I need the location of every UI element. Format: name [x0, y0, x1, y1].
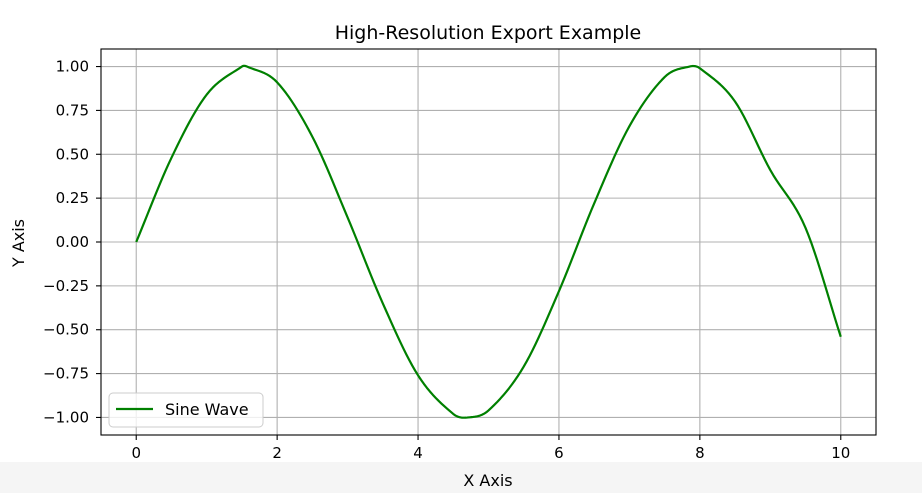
legend-label-sine-wave: Sine Wave [165, 400, 249, 419]
x-tick-label: 10 [831, 444, 850, 462]
x-tick-label: 4 [413, 444, 423, 462]
legend: Sine Wave [108, 392, 264, 428]
x-tick-label: 6 [554, 444, 564, 462]
x-tick-label: 0 [131, 444, 141, 462]
y-tick-label: 0.50 [56, 145, 89, 163]
grid [101, 49, 876, 435]
y-axis-label: Y Axis [9, 219, 28, 268]
ticks: 0 2 4 6 8 10 1.00 0.75 0.50 0.25 0.00 −0.25 −0.50 −0.… [43, 58, 850, 462]
y-tick-label: −0.25 [43, 277, 89, 295]
x-tick-label: 8 [695, 444, 705, 462]
y-tick-label: 0.00 [56, 233, 89, 251]
series-layer [135, 64, 842, 419]
figure-bottom-strip [0, 462, 922, 493]
chart-title: High-Resolution Export Example [335, 22, 642, 44]
legend-box [108, 392, 264, 428]
y-tick-label: −1.00 [43, 408, 89, 426]
y-tick-label: −0.50 [43, 321, 89, 339]
x-tick-label: 2 [272, 444, 282, 462]
y-tick-label: −0.75 [43, 365, 89, 383]
y-tick-label: 0.75 [56, 101, 89, 119]
series-line-sine-wave [135, 64, 842, 419]
y-tick-label: 1.00 [56, 58, 89, 76]
y-tick-label: 0.25 [56, 189, 89, 207]
x-axis-label: X Axis [463, 471, 512, 490]
